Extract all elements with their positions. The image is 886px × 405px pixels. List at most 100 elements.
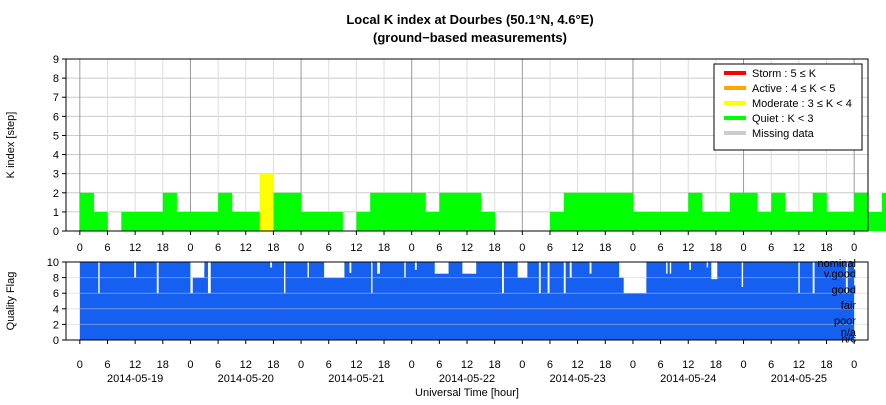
k-x-tick-label: 0 (740, 242, 746, 254)
q-date-label: 2014-05-21 (328, 373, 384, 385)
q-x-tick-label: 12 (350, 359, 362, 371)
k-bar (743, 192, 758, 231)
k-bar (301, 211, 316, 231)
k-x-tick-label: 18 (157, 242, 169, 254)
k-bar (480, 211, 495, 231)
k-x-tick-label: 18 (378, 242, 390, 254)
q-level-label: good (832, 284, 856, 296)
k-x-tick-label: 6 (104, 242, 110, 254)
k-x-tick-label: 0 (77, 242, 83, 254)
k-x-tick-label: 0 (630, 242, 636, 254)
q-x-tick-label: 0 (519, 359, 525, 371)
k-x-tick-label: 18 (489, 242, 501, 254)
k-bar (204, 211, 219, 231)
x-axis-label: Universal Time [hour] (415, 387, 519, 399)
k-x-tick-label: 12 (240, 242, 252, 254)
q-dropout (711, 262, 718, 280)
q-date-label: 2014-05-24 (660, 373, 716, 385)
k-bar (467, 192, 482, 231)
k-y-tick-label: 9 (53, 54, 59, 66)
q-x-tick-label: 6 (547, 359, 553, 371)
quality-y-axis-label: Quality Flag (5, 272, 17, 331)
k-bar (287, 192, 302, 231)
k-bar (162, 192, 177, 231)
q-x-tick-label: 18 (157, 359, 169, 371)
q-date-label: 2014-05-23 (549, 373, 605, 385)
k-bar (854, 192, 869, 231)
q-dropout (414, 262, 417, 270)
k-bar (259, 173, 274, 231)
q-date-label: 2014-05-20 (218, 373, 274, 385)
q-date-label: 2014-05-22 (439, 373, 495, 385)
k-x-tick-label: 12 (129, 242, 141, 254)
q-x-tick-label: 6 (104, 359, 110, 371)
q-dropout (569, 262, 572, 278)
k-x-tick-label: 0 (187, 242, 193, 254)
chart-title: Local K index at Dourbes (50.1°N, 4.6°E) (346, 12, 593, 27)
q-x-tick-label: 12 (129, 359, 141, 371)
k-bar (674, 211, 689, 231)
q-x-tick-label: 0 (77, 359, 83, 371)
q-y-tick-label: 6 (53, 288, 59, 300)
q-date-label: 2014-05-25 (771, 373, 827, 385)
k-bar (453, 192, 468, 231)
k-bar (356, 211, 371, 231)
k-bar (148, 211, 164, 231)
q-level-label: fair (841, 300, 857, 312)
k-y-tick-label: 3 (53, 169, 59, 181)
q-dropout (689, 262, 692, 270)
k-bar (425, 211, 440, 231)
k-bar (231, 211, 247, 231)
k-bar (660, 211, 675, 231)
k-x-tick-label: 18 (710, 242, 722, 254)
k-bar (273, 192, 288, 231)
k-bar (135, 211, 150, 231)
q-x-tick-label: 6 (768, 359, 774, 371)
k-bar (619, 192, 634, 231)
k-bar (798, 211, 813, 231)
q-dropout (669, 262, 672, 274)
k-x-tick-label: 0 (851, 242, 857, 254)
q-x-tick-label: 6 (658, 359, 664, 371)
k-x-tick-label: 12 (350, 242, 362, 254)
q-x-tick-label: 12 (571, 359, 583, 371)
q-x-tick-label: 18 (710, 359, 722, 371)
k-x-tick-label: 12 (571, 242, 583, 254)
k-x-tick-label: 6 (326, 242, 332, 254)
k-bar (646, 211, 661, 231)
q-dropout (437, 262, 444, 269)
q-dropout (666, 262, 668, 274)
k-x-tick-label: 0 (519, 242, 525, 254)
k-x-tick-label: 12 (461, 242, 473, 254)
k-plot-frame (65, 58, 869, 232)
k-bar (121, 211, 136, 231)
k-bar (785, 211, 800, 231)
k-bar (439, 192, 454, 231)
k-bar (218, 192, 233, 231)
k-bar (176, 211, 191, 231)
k-bar (79, 192, 94, 231)
k-bar (563, 192, 578, 231)
q-date-label: 2014-05-19 (107, 373, 163, 385)
q-y-tick-label: 4 (53, 304, 59, 316)
q-y-tick-label: 2 (53, 319, 59, 331)
k-y-tick-label: 0 (53, 226, 59, 238)
chart-subtitle: (ground−based measurements) (373, 30, 567, 45)
legend-box (713, 63, 863, 151)
k-x-tick-label: 0 (298, 242, 304, 254)
legend-label: Moderate : 3 ≤ K < 4 (752, 98, 852, 110)
q-dropout (307, 262, 309, 278)
k-x-tick-label: 12 (682, 242, 694, 254)
q-x-tick-label: 0 (298, 359, 304, 371)
q-dropout (619, 262, 625, 278)
k-bar (771, 192, 786, 231)
q-dropout (134, 262, 137, 278)
k-y-tick-label: 8 (53, 73, 59, 85)
q-x-tick-label: 0 (740, 359, 746, 371)
q-x-tick-label: 12 (240, 359, 252, 371)
k-bar (868, 211, 883, 231)
k-bar (384, 192, 399, 231)
